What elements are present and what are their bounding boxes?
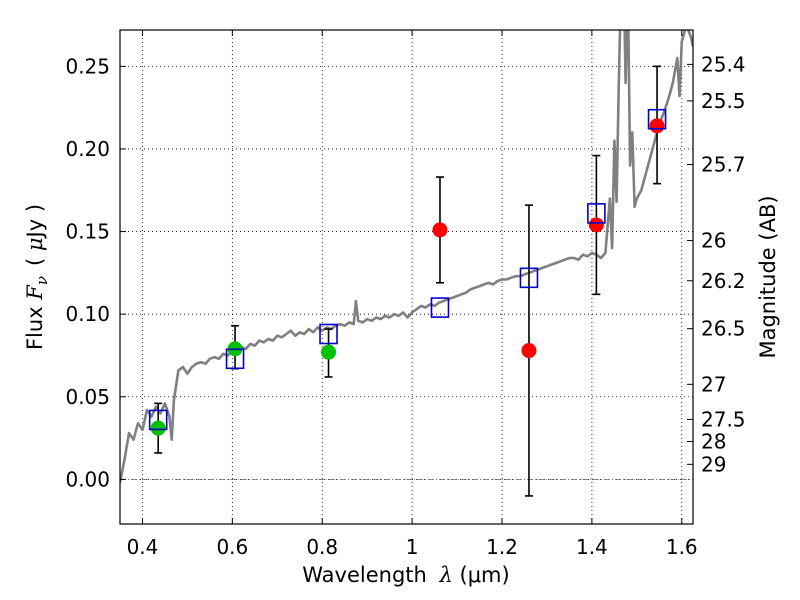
y-axis-title-symbol: F — [23, 284, 47, 301]
observed-points — [150, 118, 665, 436]
y-tick-label: 0.05 — [65, 385, 110, 409]
mag-tick-label: 29 — [701, 452, 726, 476]
y-tick-label: 0.25 — [65, 54, 110, 78]
axis-ticks: 0.4 0.6 0.8 1 1.2 1.4 1.6 0.00 0.05 0.10 0.15 0.20 0… — [65, 30, 746, 559]
observed-point — [321, 344, 337, 360]
grid-lines — [120, 30, 693, 524]
observed-point — [150, 420, 166, 436]
model-square — [587, 203, 606, 224]
x-axis-title-lambda: λ — [439, 563, 453, 587]
mag-tick-label: 27.5 — [701, 407, 746, 431]
y-tick-label: 0.15 — [65, 220, 110, 244]
mag-tick-label: 26.5 — [701, 317, 746, 341]
y-axis-title-unit-mu: μ — [23, 237, 47, 251]
x-tick-label: 1.2 — [486, 535, 518, 559]
x-tick-label: 1.4 — [576, 535, 608, 559]
y2-axis-title: Magnitude (AB) — [756, 195, 780, 358]
model-square — [430, 297, 450, 318]
x-axis-title: Wavelength λ (μm) — [302, 563, 509, 587]
mag-tick-label: 26 — [701, 229, 726, 253]
model-squares — [148, 108, 667, 431]
model-square — [319, 323, 338, 345]
x-axis-title-prefix: Wavelength — [302, 563, 433, 587]
x-axis-title-unit: (μm) — [453, 563, 510, 587]
model-square — [519, 267, 539, 289]
observed-point — [649, 118, 665, 134]
x-tick-label: 0.4 — [127, 535, 159, 559]
observed-point — [588, 217, 604, 233]
y-tick-label: 0.10 — [65, 302, 110, 326]
y-tick-label: 0.20 — [65, 137, 110, 161]
mag-tick-label: 26.2 — [701, 269, 746, 293]
x-tick-label: 0.8 — [306, 535, 338, 559]
y-axis-title-unit-open: ( — [23, 251, 47, 266]
y-axis-title: Flux Fν ( μJy ) — [23, 204, 51, 350]
error-bars — [154, 65, 662, 497]
x-tick-label: 1.6 — [666, 535, 698, 559]
observed-point — [432, 222, 448, 238]
x-tick-label: 1 — [406, 535, 419, 559]
mag-tick-label: 25.4 — [701, 52, 746, 76]
mag-tick-label: 25.7 — [701, 153, 746, 177]
mag-tick-label: 25.5 — [701, 89, 746, 113]
y-tick-label: 0.00 — [65, 467, 110, 491]
model-square — [148, 409, 168, 431]
y-axis-title-unit-rest: Jy ) — [23, 204, 47, 240]
spectrum-line — [120, 30, 693, 483]
model-square — [647, 108, 667, 130]
observed-point — [521, 343, 537, 359]
x-tick-label: 0.6 — [216, 535, 248, 559]
mag-tick-label: 27 — [701, 372, 726, 396]
y-axis-title-subscript: ν — [33, 276, 51, 285]
mag-tick-label: 28 — [701, 430, 726, 454]
spectrum-series — [120, 30, 693, 483]
model-square — [225, 348, 245, 370]
plot-frame — [119, 29, 694, 525]
y-axis-title-prefix: Flux — [23, 300, 47, 350]
